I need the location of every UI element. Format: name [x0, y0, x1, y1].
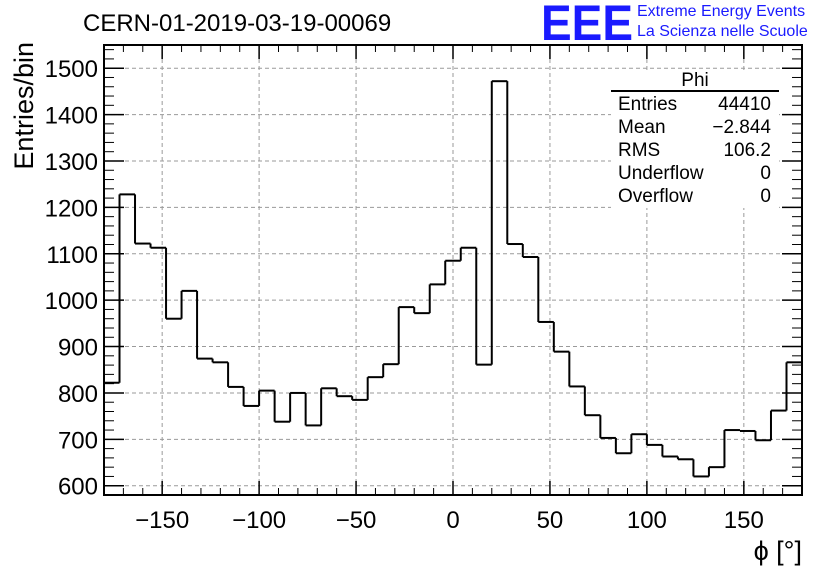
eee-logo-text: EEE — [541, 1, 633, 43]
y-tick-label: 1300 — [45, 149, 98, 176]
stats-value: 44410 — [718, 94, 771, 115]
x-tick-label: −50 — [336, 507, 377, 534]
y-axis-label: Entries/bin — [9, 42, 39, 170]
run-title: CERN-01-2019-03-19-00069 — [83, 10, 392, 37]
stats-row-entries: Entries 44410 — [618, 94, 771, 117]
stats-value: 0 — [760, 163, 771, 184]
eee-org-line1: Extreme Energy Events — [637, 3, 806, 20]
y-tick-label: 900 — [58, 335, 98, 362]
x-tick-label: 150 — [724, 507, 764, 534]
stats-key: Underflow — [618, 163, 704, 184]
y-tick-label: 1400 — [45, 103, 98, 130]
y-tick-label: 800 — [58, 381, 98, 408]
stats-value: 0 — [760, 186, 771, 207]
stats-value: 106.2 — [723, 140, 771, 161]
y-tick-label: 1200 — [45, 195, 98, 222]
y-tick-label: 1000 — [45, 288, 98, 315]
stats-row-overflow: Overflow 0 — [618, 186, 771, 209]
x-axis-label: ϕ [°] — [754, 536, 802, 566]
stats-key: Overflow — [618, 186, 693, 207]
stats-row-rms: RMS 106.2 — [618, 140, 771, 163]
y-tick-label: 700 — [58, 427, 98, 454]
y-tick-label: 1500 — [45, 56, 98, 83]
stats-row-underflow: Underflow 0 — [618, 163, 771, 186]
histogram-layer — [104, 80, 802, 478]
stats-divider — [611, 90, 779, 92]
eee-org-line2: La Scienza nelle Scuole — [637, 23, 808, 40]
stats-key: Mean — [618, 117, 666, 138]
y-tick-label: 600 — [58, 474, 98, 501]
stats-key: RMS — [618, 140, 661, 161]
x-tick-label: −100 — [232, 507, 286, 534]
stats-value: −2.844 — [712, 117, 771, 138]
stats-box: Phi Entries 44410 Mean −2.844 RMS 106.2 … — [611, 70, 779, 208]
stats-key: Entries — [618, 94, 678, 115]
y-tick-label: 1100 — [46, 242, 98, 269]
tick-label-layer: −150 −100 −50 0 50 100 150 600 700 800 900 1000 1100… — [45, 56, 764, 534]
x-tick-label: 100 — [627, 507, 667, 534]
eee-logo: EEE — [541, 1, 633, 43]
tick-layer — [103, 45, 803, 496]
stats-title: Phi — [681, 70, 709, 91]
eee-organization: Extreme Energy Events La Scienza nelle S… — [637, 2, 808, 42]
x-tick-label: 0 — [446, 507, 459, 534]
x-tick-label: −150 — [135, 507, 189, 534]
stats-row-mean: Mean −2.844 — [618, 117, 771, 140]
x-tick-label: 50 — [537, 507, 564, 534]
